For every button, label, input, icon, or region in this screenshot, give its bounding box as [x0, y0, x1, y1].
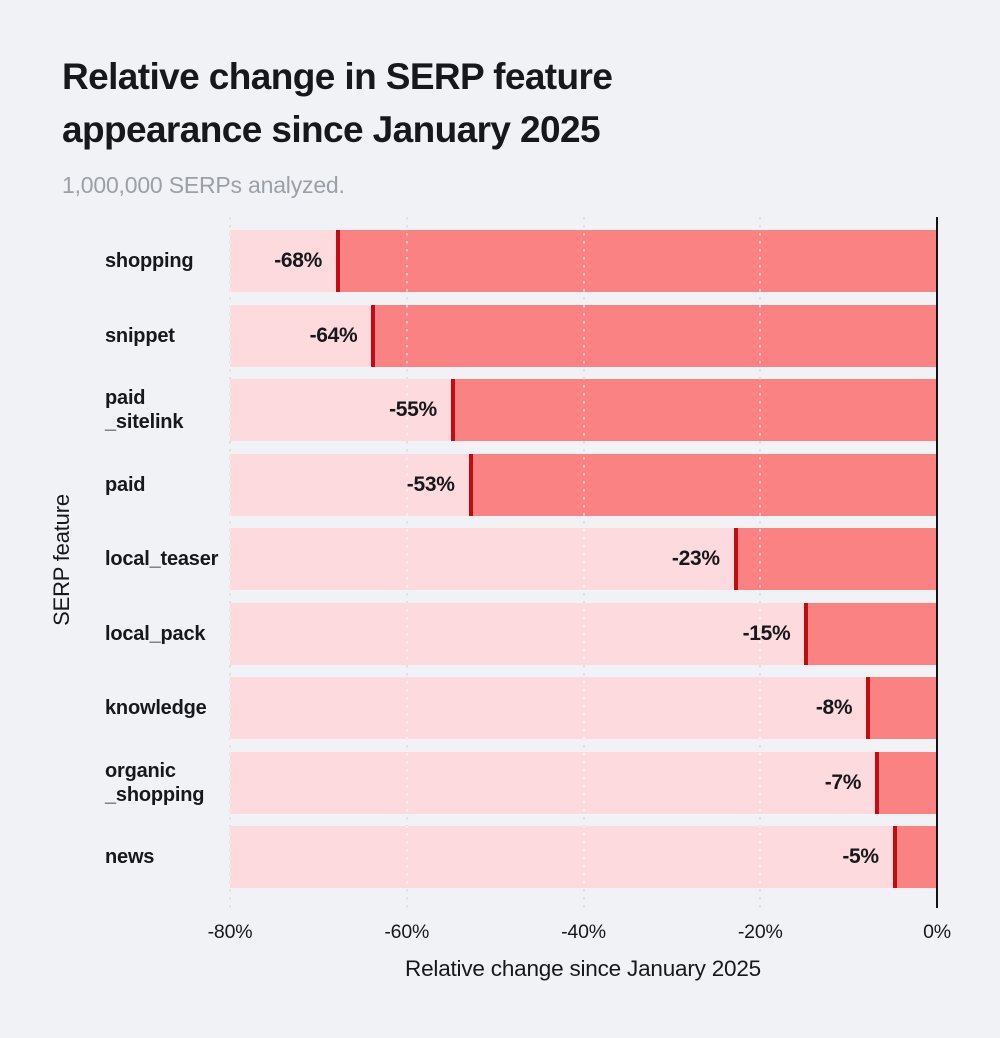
bar	[733, 528, 937, 590]
plot-area: shopping -68% snippet -64% paid _sitelink -55…	[105, 217, 938, 908]
category-label: news	[105, 846, 155, 868]
x-axis-title: Relative change since January 2025	[405, 956, 761, 981]
chart-title-line-2: appearance since January 2025	[62, 109, 601, 150]
x-tick-label--40: -40%	[561, 921, 606, 943]
y-axis-title: SERP feature	[49, 494, 74, 626]
bar	[892, 826, 937, 888]
category-label: paid	[105, 473, 146, 496]
value-label: -8%	[815, 696, 853, 719]
value-label: -55%	[389, 398, 437, 421]
bar	[804, 602, 937, 665]
category-label: paid _sitelink	[105, 387, 184, 433]
gridline--40	[582, 217, 585, 908]
category-label: knowledge	[105, 697, 207, 719]
value-label: -68%	[274, 249, 323, 272]
value-label: -23%	[671, 547, 720, 570]
value-label: -7%	[824, 770, 862, 794]
x-tick-label--20: -20%	[737, 921, 783, 943]
bar-row-paid_sitelink: paid _sitelink -55%	[105, 379, 937, 441]
gridline--60	[405, 217, 408, 908]
gridline--80	[229, 217, 231, 908]
category-label: shopping	[105, 250, 194, 272]
value-label: -53%	[406, 472, 455, 496]
value-label: -5%	[842, 845, 879, 868]
category-label: snippet	[105, 324, 175, 347]
category-label: local_pack	[105, 622, 206, 645]
x-tick-label-0: 0%	[923, 921, 951, 943]
bar	[875, 751, 937, 814]
x-tick-label--60: -60%	[384, 921, 430, 943]
category-label: local_teaser	[105, 548, 219, 570]
bar	[336, 230, 937, 292]
chart-header: Relative change in SERP feature appearanc…	[62, 50, 613, 199]
category-label: organic _shopping	[105, 759, 205, 806]
value-label: -15%	[742, 621, 791, 645]
zero-axis-line	[935, 217, 938, 908]
bar	[450, 379, 937, 441]
bar	[866, 677, 937, 739]
chart-title: Relative change in SERP feature appearanc…	[62, 50, 613, 156]
gridline--20	[759, 217, 762, 908]
bar	[371, 304, 937, 367]
x-tick-label--80: -80%	[207, 921, 253, 943]
value-label: -64%	[309, 323, 358, 347]
chart-title-line-1: Relative change in SERP feature	[62, 56, 613, 97]
chart-subtitle: 1,000,000 SERPs analyzed.	[62, 172, 345, 198]
bar	[468, 453, 937, 516]
